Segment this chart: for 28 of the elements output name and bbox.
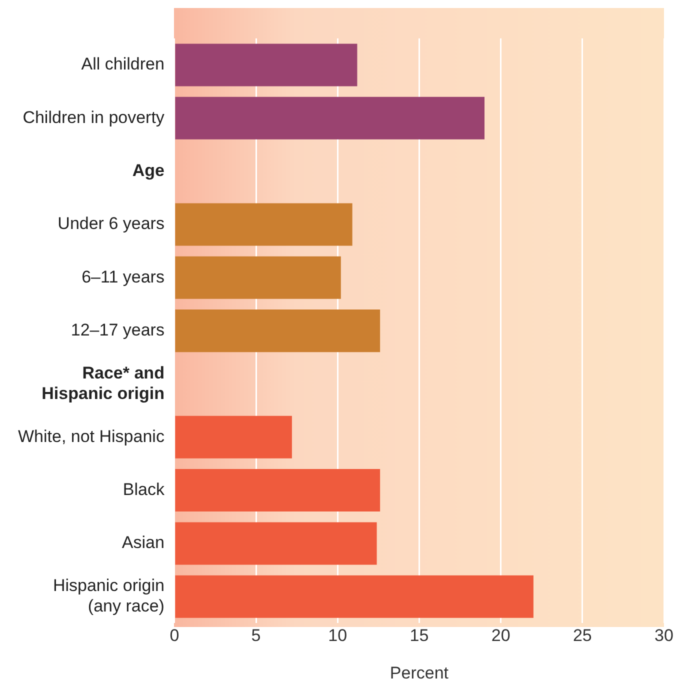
bar — [175, 44, 358, 86]
x-tick-label: 30 — [654, 626, 674, 646]
y-tick-label: Black — [122, 480, 165, 499]
y-tick-label: Age — [132, 160, 164, 180]
x-axis-title: Percent — [390, 663, 449, 682]
y-tick-label: 6–11 years — [82, 267, 164, 286]
x-tick-label: 0 — [170, 626, 180, 646]
bar — [175, 256, 341, 299]
y-tick-label: White, not Hispanic — [18, 426, 165, 446]
y-tick-label: Asian — [122, 533, 164, 552]
y-tick-label: Hispanic origin (any race) — [52, 576, 164, 616]
bar — [175, 203, 352, 246]
y-tick-label: Children in poverty — [22, 108, 165, 127]
bar — [175, 575, 534, 618]
x-tick-label: 15 — [410, 626, 429, 646]
x-tick-label: 25 — [572, 626, 592, 646]
x-tick-label: 10 — [328, 626, 348, 646]
y-tick-label: Under 6 years — [58, 214, 164, 234]
x-tick-label: 20 — [491, 626, 510, 646]
bar — [175, 96, 484, 140]
bar — [175, 416, 292, 458]
y-tick-label: Race* and Hispanic origin — [42, 363, 164, 403]
y-tick-label: 12–17 years — [70, 320, 164, 340]
x-tick-label: 5 — [251, 626, 261, 646]
bar — [175, 469, 380, 512]
bar — [175, 522, 377, 565]
bar — [175, 310, 380, 352]
y-tick-label: All children — [81, 54, 164, 74]
